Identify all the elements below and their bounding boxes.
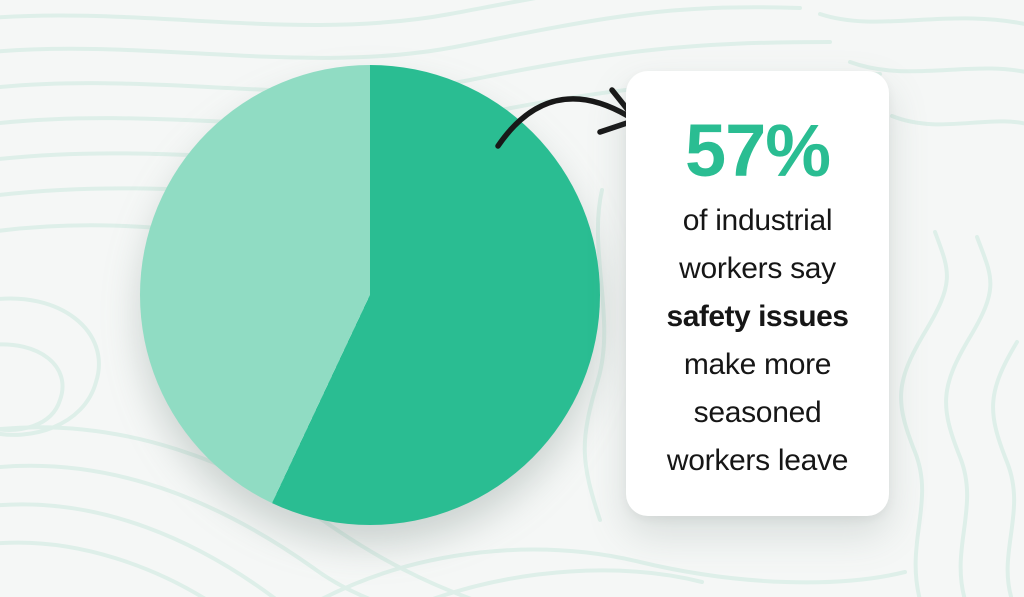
pie-chart xyxy=(140,65,600,525)
stat-line: safety issues xyxy=(666,300,849,333)
stat-line: of industrial xyxy=(682,204,833,237)
stat-line: workers leave xyxy=(666,444,849,477)
stat-line: make more xyxy=(683,348,832,381)
stat-line: workers say xyxy=(679,252,836,285)
stat-value: 57% xyxy=(684,109,831,192)
stat-description: of industrial workers say safety issues … xyxy=(626,197,889,485)
stat-line: seasoned xyxy=(693,396,822,429)
stat-card: 57% of industrial workers say safety iss… xyxy=(626,71,889,516)
